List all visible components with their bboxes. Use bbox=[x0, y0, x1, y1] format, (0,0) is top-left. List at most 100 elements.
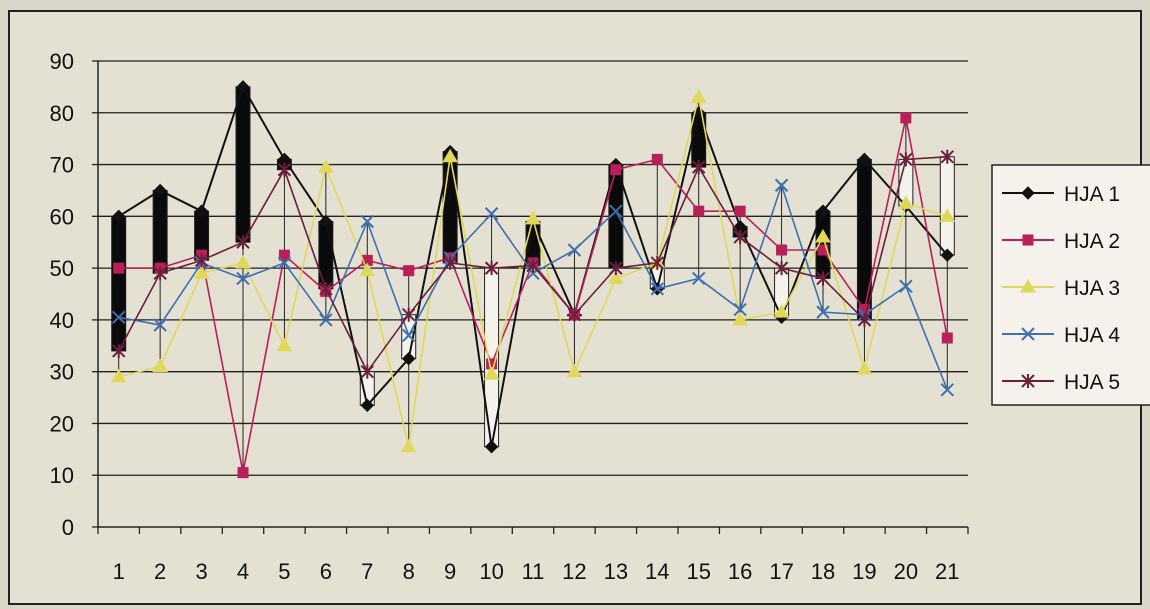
marker-square bbox=[693, 205, 705, 217]
marker-triangle bbox=[152, 358, 169, 372]
marker-diamond bbox=[112, 209, 126, 224]
marker-star bbox=[112, 343, 126, 358]
marker-x bbox=[899, 279, 913, 293]
x-tick-label: 10 bbox=[479, 559, 503, 584]
marker-diamond bbox=[857, 152, 872, 167]
marker-square bbox=[1022, 234, 1034, 246]
marker-triangle bbox=[359, 262, 376, 277]
marker-diamond bbox=[816, 204, 830, 218]
marker-star bbox=[443, 255, 457, 270]
range-box bbox=[939, 156, 955, 256]
x-tick-label: 6 bbox=[320, 559, 332, 584]
marker-star bbox=[360, 364, 374, 379]
marker-triangle bbox=[897, 195, 914, 209]
x-tick-label: 15 bbox=[686, 559, 710, 584]
marker-x bbox=[733, 302, 747, 317]
marker-x bbox=[484, 207, 499, 221]
marker-star bbox=[899, 152, 913, 167]
marker-triangle bbox=[732, 311, 749, 326]
legend-label: HJA 5 bbox=[1064, 371, 1120, 394]
y-tick-label: 90 bbox=[50, 49, 74, 74]
series-lines bbox=[110, 80, 956, 479]
x-tick-label: 3 bbox=[195, 559, 207, 584]
marker-triangle bbox=[400, 438, 417, 453]
x-tick-label: 17 bbox=[769, 559, 793, 584]
x-tick-label: 13 bbox=[604, 559, 628, 584]
marker-square bbox=[610, 164, 622, 176]
marker-star bbox=[319, 281, 333, 296]
marker-triangle bbox=[276, 337, 293, 352]
marker-x bbox=[402, 328, 416, 343]
x-tick-label: 2 bbox=[154, 559, 166, 584]
marker-star bbox=[940, 149, 954, 164]
y-tick-label: 50 bbox=[50, 256, 74, 281]
marker-star bbox=[816, 271, 830, 286]
marker-star bbox=[733, 230, 747, 245]
marker-triangle bbox=[856, 361, 873, 375]
marker-square bbox=[403, 265, 415, 277]
x-tick-label: 18 bbox=[811, 559, 835, 584]
marker-triangle bbox=[110, 368, 127, 383]
y-tick-label: 40 bbox=[50, 308, 74, 333]
legend-label: HJA 3 bbox=[1064, 277, 1120, 300]
x-tick-label: 11 bbox=[522, 559, 545, 584]
x-tick-label: 5 bbox=[278, 559, 290, 584]
marker-star bbox=[194, 253, 209, 268]
x-tick-label: 1 bbox=[113, 559, 125, 584]
series-hja-5 bbox=[112, 149, 954, 379]
marker-x bbox=[1021, 327, 1035, 341]
chart-frame bbox=[8, 10, 1142, 605]
marker-triangle bbox=[483, 366, 500, 380]
marker-star bbox=[692, 160, 706, 175]
marker-star bbox=[609, 261, 623, 276]
marker-x bbox=[816, 305, 830, 319]
marker-star bbox=[526, 258, 540, 273]
x-tick-label: 7 bbox=[361, 559, 373, 584]
range-box bbox=[318, 221, 334, 290]
marker-triangle bbox=[607, 270, 624, 284]
marker-star bbox=[857, 312, 872, 327]
y-tick-label: 10 bbox=[50, 463, 74, 488]
high-low-ranges bbox=[111, 86, 955, 473]
marker-x bbox=[319, 313, 333, 327]
marker-triangle bbox=[1020, 279, 1036, 293]
marker-triangle bbox=[525, 210, 541, 225]
marker-x bbox=[153, 318, 167, 332]
marker-star bbox=[277, 162, 292, 177]
y-tick-label: 30 bbox=[50, 360, 74, 385]
marker-triangle bbox=[442, 148, 459, 163]
marker-triangle bbox=[193, 265, 210, 279]
marker-x bbox=[940, 383, 954, 397]
range-box bbox=[235, 86, 251, 243]
marker-triangle bbox=[939, 208, 956, 222]
marker-x bbox=[112, 310, 126, 325]
marker-square bbox=[776, 244, 788, 256]
range-box bbox=[152, 189, 168, 274]
x-tick-label: 8 bbox=[403, 559, 415, 584]
marker-triangle bbox=[566, 363, 583, 378]
x-tick-label: 20 bbox=[894, 559, 918, 584]
marker-diamond bbox=[360, 398, 374, 413]
x-tick-label: 9 bbox=[444, 559, 456, 584]
range-box bbox=[111, 215, 127, 352]
marker-x bbox=[567, 243, 582, 257]
x-tick-label: 21 bbox=[935, 559, 959, 584]
marker-diamond bbox=[402, 352, 416, 366]
marker-star bbox=[402, 307, 416, 322]
legend-label: HJA 4 bbox=[1064, 324, 1120, 347]
marker-x bbox=[650, 282, 664, 296]
marker-diamond bbox=[484, 440, 499, 454]
series-hja-3 bbox=[110, 89, 956, 453]
marker-triangle bbox=[815, 229, 831, 243]
x-tick-label: 4 bbox=[237, 559, 249, 584]
y-tick-label: 70 bbox=[50, 153, 74, 178]
y-tick-label: 0 bbox=[62, 515, 74, 540]
marker-triangle bbox=[690, 89, 707, 103]
y-tick-label: 20 bbox=[50, 411, 74, 436]
marker-square bbox=[941, 332, 953, 344]
marker-square bbox=[278, 249, 290, 261]
marker-star bbox=[650, 255, 664, 270]
legend: HJA 1 HJA 2 HJA 3 HJA 4 HJA 5 bbox=[991, 164, 1150, 406]
marker-square bbox=[817, 244, 829, 256]
